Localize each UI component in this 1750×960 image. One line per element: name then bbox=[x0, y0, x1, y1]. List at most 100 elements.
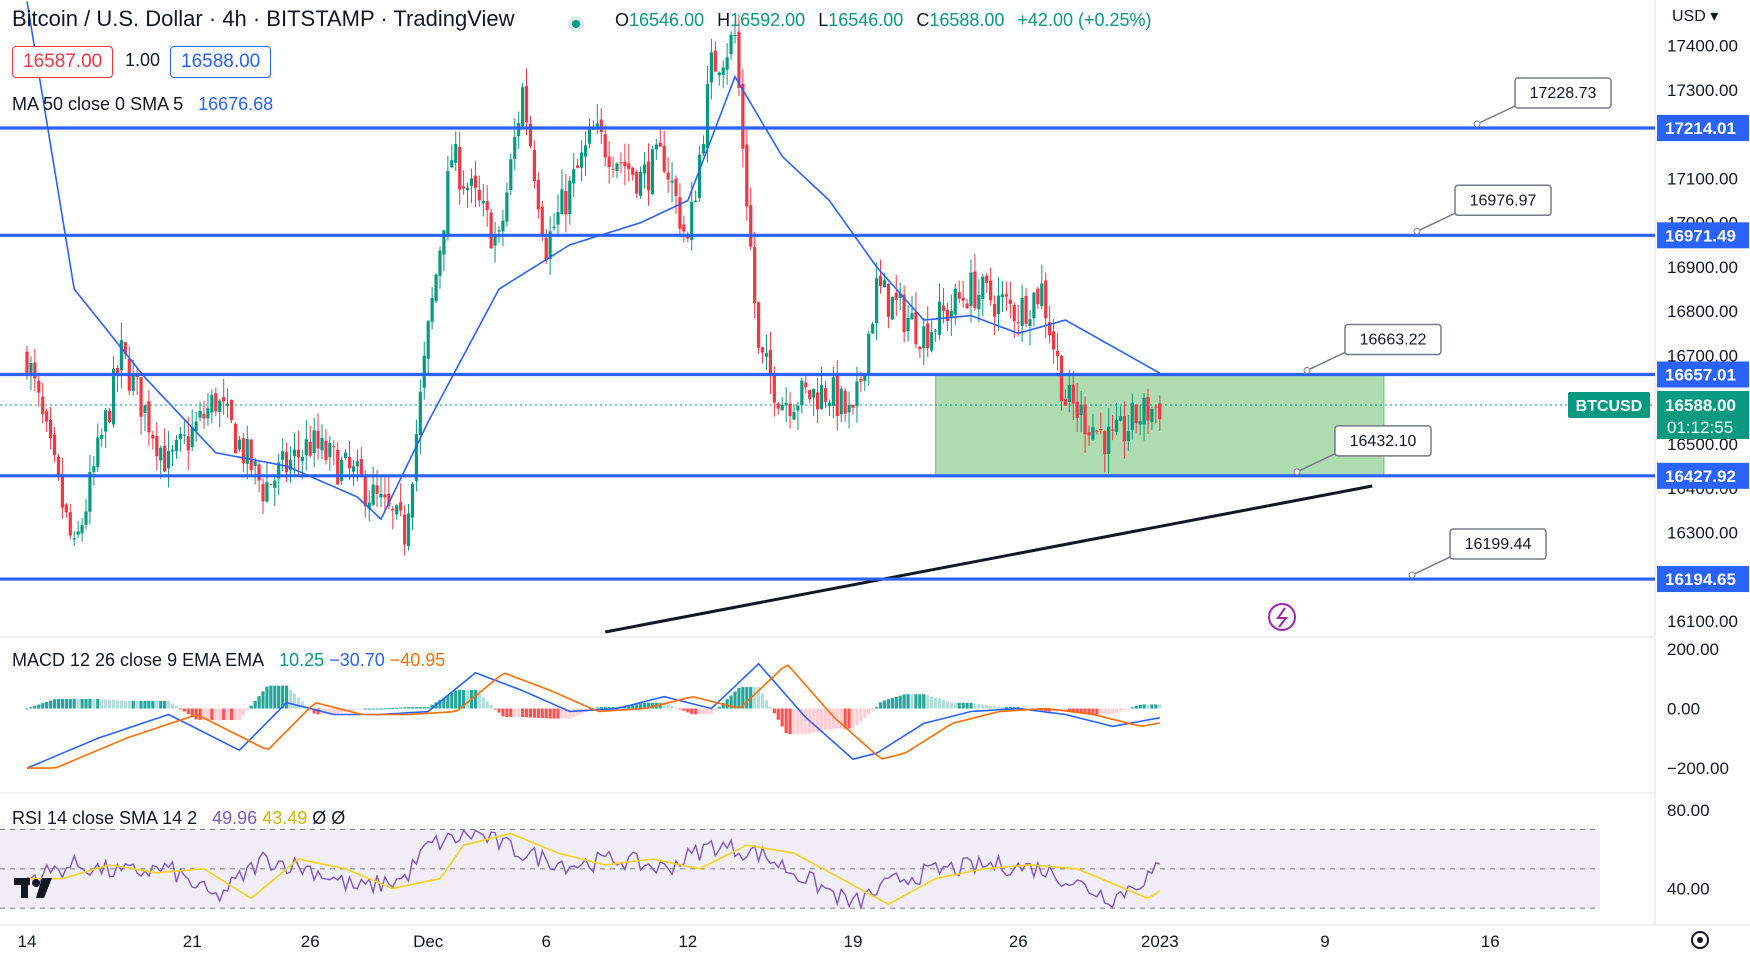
macd-hist-bar bbox=[194, 708, 198, 720]
macd-hist-bar bbox=[135, 700, 139, 709]
candle-body bbox=[717, 72, 721, 76]
macd-hist-bar bbox=[953, 702, 957, 709]
candle-body bbox=[760, 347, 765, 353]
macd-hist-bar bbox=[863, 708, 867, 718]
rsi-legend[interactable]: RSI 14 close SMA 14 2 49.96 43.49 Ø Ø bbox=[12, 808, 345, 829]
candle-body bbox=[100, 434, 104, 439]
candle-body bbox=[273, 480, 277, 488]
macd-hist-bar bbox=[839, 708, 843, 729]
macd-hist-bar bbox=[855, 708, 859, 725]
candle-body bbox=[406, 513, 411, 547]
macd-hist-bar bbox=[167, 700, 171, 709]
macd-hist-bar bbox=[674, 707, 678, 709]
candle-body bbox=[823, 388, 828, 402]
macd-hist-bar bbox=[1158, 704, 1162, 709]
candle-body bbox=[1079, 404, 1083, 416]
macd-hist-bar bbox=[285, 685, 289, 709]
sell-price-button[interactable]: 16587.00 bbox=[12, 46, 114, 78]
macd-hist-bar bbox=[1122, 708, 1126, 711]
macd-hist-bar bbox=[851, 708, 855, 729]
candle-body bbox=[941, 305, 946, 311]
candle-body bbox=[729, 34, 733, 55]
macd-hist-bar bbox=[379, 708, 383, 710]
macd-hist-bar bbox=[642, 702, 647, 709]
macd-hist-bar bbox=[517, 708, 521, 718]
macd-hist-bar bbox=[426, 707, 430, 709]
macd-hist-bar bbox=[513, 708, 517, 718]
macd-hist-bar bbox=[123, 700, 127, 709]
macd-hist-bar bbox=[646, 702, 651, 709]
candle-body bbox=[654, 144, 658, 150]
candle-body bbox=[473, 175, 477, 188]
macd-hist-bar bbox=[753, 687, 757, 709]
candle-body bbox=[344, 452, 348, 459]
buy-price-button[interactable]: 16588.00 bbox=[170, 46, 272, 78]
macd-hist-bar bbox=[190, 708, 194, 717]
candle-body bbox=[816, 392, 820, 410]
currency-selector[interactable]: USD ▾ bbox=[1672, 8, 1719, 25]
macd-hist-bar bbox=[214, 708, 218, 720]
candle-body bbox=[517, 123, 521, 137]
candle-body bbox=[147, 401, 151, 433]
macd-hist-bar bbox=[111, 700, 116, 709]
macd-hist-bar bbox=[524, 708, 529, 718]
macd-hist-bar bbox=[564, 708, 568, 719]
candle-body bbox=[29, 362, 33, 376]
candle-body bbox=[670, 180, 674, 183]
candle-body bbox=[642, 164, 647, 174]
macd-hist-bar bbox=[450, 692, 454, 709]
candle-body bbox=[300, 456, 304, 462]
macd-hist-bar bbox=[945, 701, 949, 709]
macd-hist-bar bbox=[96, 698, 100, 709]
macd-hist-bar bbox=[894, 696, 898, 709]
macd-hist-bar bbox=[410, 707, 415, 709]
candle-body bbox=[831, 377, 835, 406]
settings-gear-icon[interactable] bbox=[1691, 931, 1709, 949]
candle-body bbox=[859, 378, 863, 382]
candle-body bbox=[934, 330, 938, 332]
candles bbox=[25, 14, 1162, 556]
macd-hist-bar bbox=[277, 685, 281, 709]
macd-hist-bar bbox=[957, 702, 961, 709]
macd-hist-bar bbox=[918, 694, 922, 709]
candle-body bbox=[1122, 416, 1126, 442]
macd-hist-bar bbox=[454, 690, 458, 709]
candle-body bbox=[650, 149, 654, 195]
macd-hist-bar bbox=[949, 702, 953, 709]
candle-body bbox=[304, 439, 308, 455]
candle-body bbox=[111, 368, 116, 425]
candle-body bbox=[1044, 280, 1048, 319]
macd-hist-bar bbox=[607, 707, 611, 709]
macd-hist-bar bbox=[41, 703, 45, 709]
candle-body bbox=[237, 439, 241, 450]
macd-hist-bar bbox=[560, 708, 564, 719]
macd-hist-bar bbox=[281, 685, 285, 709]
candle-body bbox=[76, 531, 80, 535]
candle-body bbox=[619, 162, 623, 164]
macd-hist-bar bbox=[1067, 708, 1071, 712]
candle-body bbox=[399, 502, 403, 511]
candle-body bbox=[993, 303, 997, 317]
time-tick-label: 26 bbox=[301, 932, 320, 951]
candle-body bbox=[163, 446, 167, 472]
rsi-tick-label: 40.00 bbox=[1667, 880, 1710, 899]
macd-hist-bar bbox=[1008, 707, 1012, 709]
candle-body bbox=[996, 295, 1001, 314]
candle-body bbox=[851, 404, 855, 408]
candle-body bbox=[949, 310, 953, 317]
callout-leader bbox=[1306, 351, 1346, 372]
callout-value: 16432.10 bbox=[1350, 433, 1417, 450]
candle-body bbox=[894, 292, 898, 300]
candle-body bbox=[462, 186, 466, 189]
candle-body bbox=[1095, 430, 1099, 432]
candle-body bbox=[210, 395, 214, 413]
candle-body bbox=[741, 83, 745, 149]
callout-box bbox=[1454, 184, 1552, 217]
ma-label: MA 50 close 0 SMA 5 bbox=[12, 94, 184, 114]
macd-tick-label: −200.00 bbox=[1667, 759, 1729, 778]
level-price-tag bbox=[1657, 222, 1749, 249]
ma-legend[interactable]: MA 50 close 0 SMA 5 16676.68 bbox=[12, 94, 273, 115]
candle-body bbox=[827, 402, 831, 406]
macd-legend[interactable]: MACD 12 26 close 9 EMA EMA 10.25 −30.70 … bbox=[12, 650, 445, 671]
